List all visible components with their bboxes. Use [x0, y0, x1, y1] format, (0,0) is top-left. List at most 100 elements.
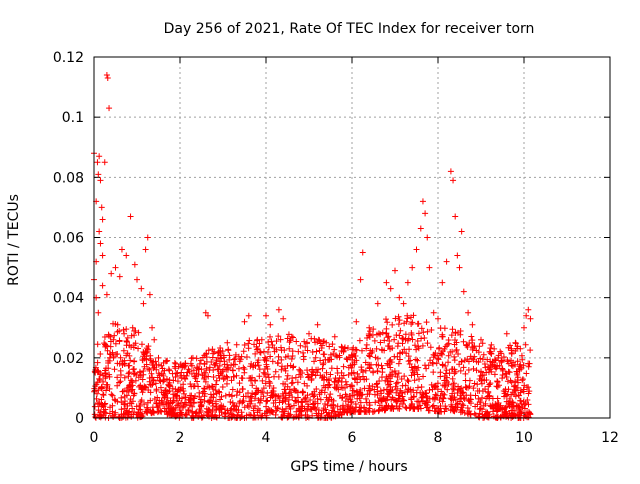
data-point: [125, 373, 132, 380]
data-point: [217, 396, 224, 403]
data-point: [503, 403, 510, 410]
data-point: [114, 398, 121, 405]
data-point: [400, 397, 407, 404]
data-point: [291, 387, 298, 394]
data-point: [342, 391, 349, 398]
data-point: [248, 397, 255, 404]
data-point: [408, 321, 415, 328]
data-point: [317, 357, 324, 364]
data-point: [331, 346, 338, 353]
data-point: [195, 371, 202, 378]
data-point: [419, 198, 426, 205]
data-point: [273, 338, 280, 345]
data-point: [232, 351, 239, 358]
data-point: [199, 390, 206, 397]
data-point: [159, 365, 166, 372]
data-point: [111, 366, 118, 373]
data-point: [114, 350, 121, 357]
data-point: [513, 368, 520, 375]
data-point: [116, 338, 123, 345]
data-point: [443, 374, 450, 381]
data-point: [376, 402, 383, 409]
data-point: [144, 399, 151, 406]
data-point: [436, 397, 443, 404]
data-point: [426, 395, 433, 402]
data-point: [97, 350, 104, 357]
data-point: [323, 394, 330, 401]
data-point: [502, 404, 509, 411]
data-point: [205, 398, 212, 405]
data-point: [267, 321, 274, 328]
data-point: [93, 395, 100, 402]
data-point: [514, 358, 521, 365]
data-point: [260, 369, 267, 376]
data-point: [293, 338, 300, 345]
data-point: [487, 345, 494, 352]
data-point: [184, 369, 191, 376]
data-point: [423, 319, 430, 326]
data-point: [336, 411, 343, 418]
data-point: [412, 356, 419, 363]
data-point: [201, 397, 208, 404]
data-point: [442, 405, 449, 412]
data-point: [103, 365, 110, 372]
data-point: [389, 386, 396, 393]
data-point: [245, 345, 252, 352]
data-point: [284, 383, 291, 390]
data-point: [269, 358, 276, 365]
data-point: [154, 374, 161, 381]
data-point: [442, 343, 449, 350]
data-point: [267, 394, 274, 401]
data-point: [95, 309, 102, 316]
data-point: [97, 371, 104, 378]
data-point: [265, 339, 272, 346]
data-point: [121, 405, 128, 412]
data-point: [170, 405, 177, 412]
data-point: [395, 340, 402, 347]
data-point: [208, 394, 215, 401]
data-point: [394, 379, 401, 386]
data-point: [318, 414, 325, 421]
data-point: [326, 343, 333, 350]
data-point: [136, 368, 143, 375]
data-point: [319, 365, 326, 372]
data-point: [356, 337, 363, 344]
data-point: [515, 403, 522, 410]
data-point: [506, 403, 513, 410]
data-point: [145, 386, 152, 393]
data-point: [209, 354, 216, 361]
data-point: [95, 171, 102, 178]
data-point: [99, 216, 106, 223]
data-point: [185, 406, 192, 413]
data-point: [358, 347, 365, 354]
data-point: [383, 316, 390, 323]
data-point: [354, 379, 361, 386]
data-point: [452, 396, 459, 403]
data-point: [222, 410, 229, 417]
data-point: [127, 357, 134, 364]
data-point: [236, 389, 243, 396]
data-point: [222, 392, 229, 399]
data-point: [492, 400, 499, 407]
data-point: [290, 402, 297, 409]
data-point: [448, 401, 455, 408]
data-point: [477, 355, 484, 362]
data-point: [432, 350, 439, 357]
data-point: [267, 353, 274, 360]
data-point: [255, 397, 262, 404]
data-point: [359, 249, 366, 256]
data-point: [463, 341, 470, 348]
data-point: [96, 375, 103, 382]
data-point: [310, 393, 317, 400]
data-point: [138, 285, 145, 292]
data-point: [451, 353, 458, 360]
data-point: [505, 414, 512, 421]
data-point: [451, 341, 458, 348]
y-tick-label: 0.12: [53, 50, 84, 66]
data-point: [185, 407, 192, 414]
data-point: [441, 325, 448, 332]
data-point: [471, 410, 478, 417]
data-point: [470, 365, 477, 372]
data-point: [495, 354, 502, 361]
